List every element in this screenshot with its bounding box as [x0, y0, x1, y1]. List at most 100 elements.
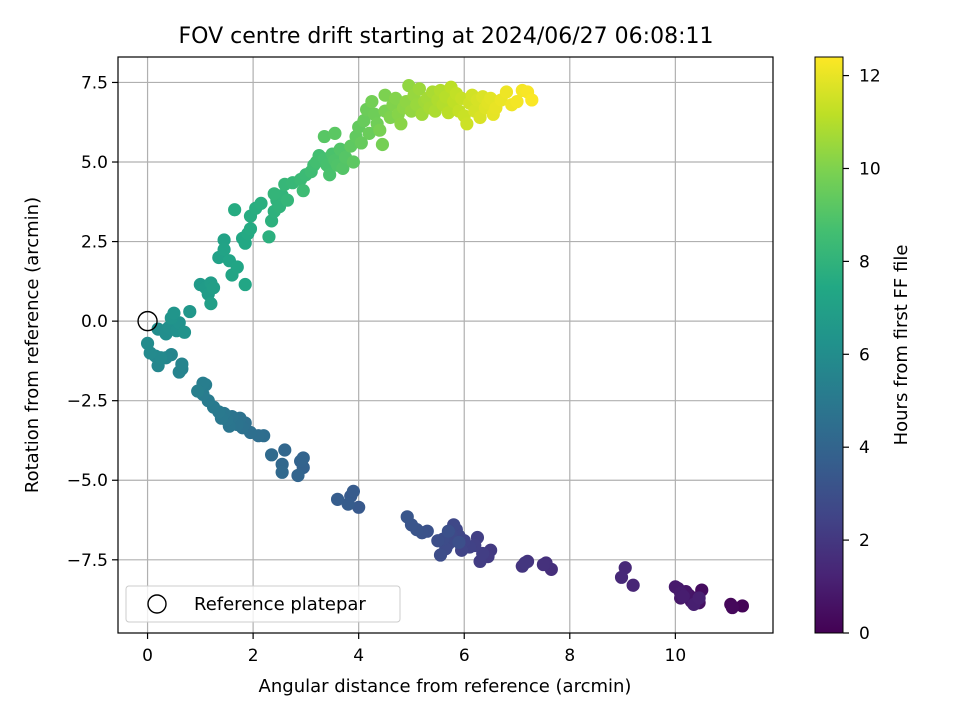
data-point: [357, 114, 371, 128]
y-axis-ticks: −7.5 −5.0 −2.5 0.0 2.5 5.0 7.5: [67, 73, 118, 571]
data-point: [204, 297, 218, 311]
data-point: [518, 556, 532, 570]
data-point: [394, 117, 408, 131]
colorbar: 0 2 4 6 8 10 12 Hours from first FF file: [814, 56, 912, 644]
data-point: [206, 281, 221, 295]
chart-title: FOV centre drift starting at 2024/06/27 …: [179, 24, 714, 49]
colorbar-tick-label: 8: [859, 252, 870, 272]
data-point: [536, 557, 551, 572]
y-tick-label: −7.5: [67, 551, 108, 571]
data-point: [389, 91, 403, 105]
data-point: [280, 193, 295, 207]
data-point: [499, 85, 514, 99]
data-point: [346, 155, 360, 169]
data-point: [692, 591, 706, 605]
data-point: [373, 123, 387, 137]
data-point: [154, 351, 168, 365]
data-point: [177, 325, 192, 339]
data-point: [354, 136, 368, 150]
data-point: [323, 168, 337, 182]
data-point: [460, 117, 474, 131]
y-tick-label: 0.0: [81, 312, 108, 332]
data-point: [626, 578, 640, 592]
data-point: [278, 443, 292, 457]
data-point: [330, 492, 345, 506]
data-point: [175, 357, 189, 371]
data-point: [412, 82, 426, 96]
data-point: [217, 233, 231, 247]
data-point: [140, 336, 155, 351]
data-point: [238, 277, 252, 292]
data-point: [264, 448, 279, 462]
data-point: [510, 94, 524, 109]
data-point: [254, 196, 268, 210]
colorbar-tick-label: 10: [859, 159, 881, 179]
axes-frame: [117, 56, 774, 634]
y-axis-title: Rotation from reference (arcmin): [22, 197, 43, 493]
data-point: [275, 465, 289, 479]
data-point: [341, 497, 355, 511]
data-point: [328, 126, 342, 140]
x-axis-ticks: 0 2 4 6 8 10: [142, 633, 686, 666]
x-tick-label: 4: [353, 646, 364, 666]
data-point: [230, 260, 244, 274]
y-tick-label: 5.0: [81, 153, 108, 173]
data-points: [137, 79, 749, 615]
colorbar-tick-label: 0: [859, 624, 870, 644]
colorbar-gradient: [815, 57, 843, 633]
y-tick-label: 7.5: [81, 73, 108, 93]
data-point: [317, 129, 331, 144]
data-point: [614, 570, 629, 584]
data-point: [433, 548, 448, 562]
data-point: [183, 304, 197, 319]
y-tick-label: −2.5: [67, 392, 108, 412]
data-point: [296, 451, 310, 465]
data-point: [362, 126, 376, 140]
data-point: [243, 222, 258, 236]
plot-frame: [117, 56, 774, 634]
data-point: [167, 306, 181, 320]
x-tick-label: 0: [142, 646, 153, 666]
data-point: [296, 184, 310, 198]
data-point: [525, 93, 539, 107]
data-point: [452, 535, 466, 549]
colorbar-tick-label: 2: [859, 531, 870, 551]
legend-box: [125, 585, 401, 623]
colorbar-tick-label: 4: [859, 438, 870, 458]
x-tick-label: 6: [459, 646, 470, 666]
data-point: [378, 88, 392, 102]
x-axis-title: Angular distance from reference (arcmin): [259, 676, 632, 697]
data-point: [346, 484, 360, 498]
colorbar-label: Hours from first FF file: [891, 245, 912, 446]
data-point: [262, 230, 276, 244]
data-point: [431, 534, 445, 548]
data-point: [267, 187, 281, 201]
data-point: [400, 510, 414, 524]
x-tick-label: 10: [665, 646, 687, 666]
x-tick-label: 8: [564, 646, 575, 666]
data-point: [375, 137, 390, 152]
data-point: [352, 500, 366, 514]
data-point: [217, 242, 231, 257]
legend-marker: [147, 594, 167, 614]
colorbar-ticks: 0 2 4 6 8 10 12: [843, 67, 881, 644]
y-tick-label: −5.0: [67, 471, 108, 491]
data-point: [336, 161, 350, 175]
data-point: [441, 106, 456, 120]
colorbar-tick-label: 6: [859, 345, 870, 365]
data-point: [725, 600, 739, 615]
colorbar-frame: [814, 56, 844, 634]
colorbar-tick-label: 12: [859, 67, 881, 87]
data-point: [291, 468, 305, 483]
data-point: [191, 384, 205, 398]
y-tick-label: 2.5: [81, 233, 108, 253]
legend-entry-reference: Reference platepar: [194, 594, 366, 615]
x-tick-label: 2: [248, 646, 259, 666]
data-point: [676, 589, 690, 604]
data-point: [735, 599, 749, 613]
legend: Reference platepar: [125, 585, 401, 623]
data-point: [365, 94, 379, 109]
data-point: [228, 203, 242, 217]
data-point: [441, 524, 456, 538]
reference-marker: [137, 310, 158, 332]
